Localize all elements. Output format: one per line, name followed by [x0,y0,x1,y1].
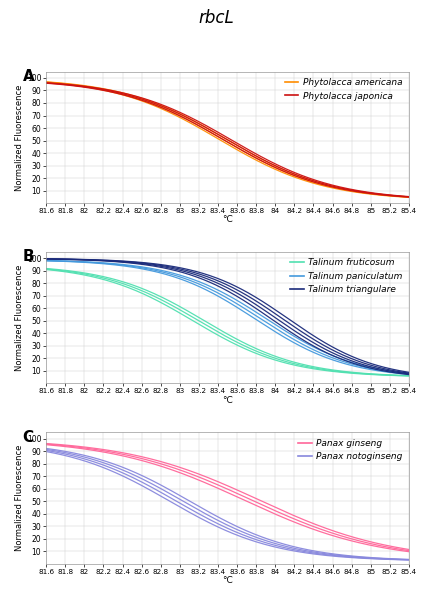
Text: C: C [22,430,34,445]
X-axis label: °C: °C [222,215,233,224]
X-axis label: °C: °C [222,576,233,585]
Text: rbcL: rbcL [198,9,234,27]
Text: B: B [22,250,34,265]
Legend: Panax ginseng, Panax notoginseng: Panax ginseng, Panax notoginseng [295,435,406,465]
Y-axis label: Normalized Fluorescence: Normalized Fluorescence [15,265,24,371]
Y-axis label: Normalized Fluorescence: Normalized Fluorescence [15,445,24,551]
Text: A: A [22,69,34,84]
X-axis label: °C: °C [222,395,233,404]
Y-axis label: Normalized Fluorescence: Normalized Fluorescence [15,84,24,191]
Legend: Phytolacca americana, Phytolacca japonica: Phytolacca americana, Phytolacca japonic… [281,74,406,104]
Legend: Talinum fruticosum, Talinum paniculatum, Talinum triangulare: Talinum fruticosum, Talinum paniculatum,… [286,255,406,298]
